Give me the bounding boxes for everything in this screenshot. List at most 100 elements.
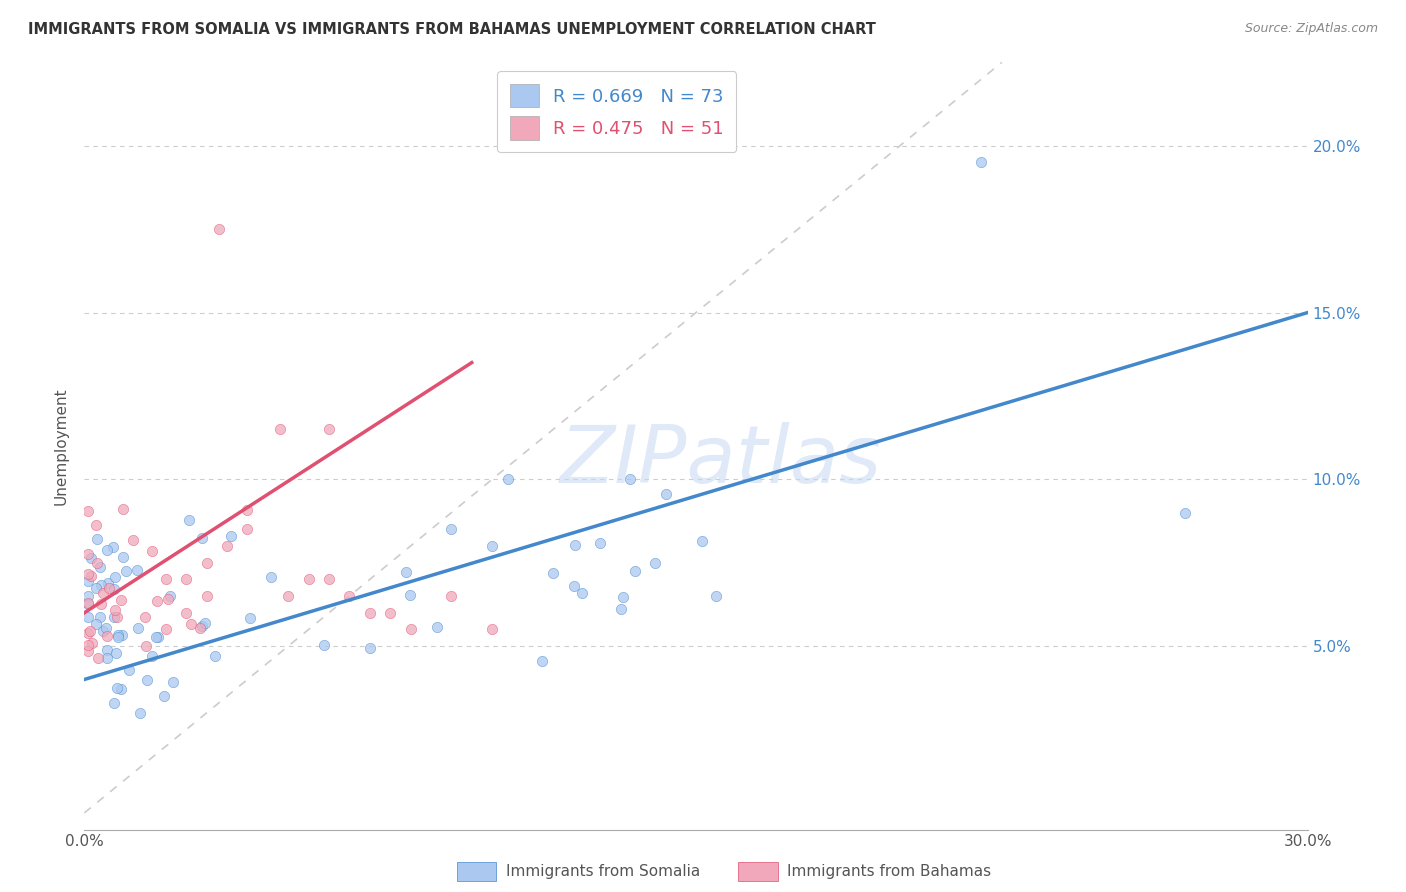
- Point: [84, 616, 107, 631]
- Point: [481, 623, 503, 637]
- Point: [141, 649, 163, 664]
- Point: [359, 606, 381, 620]
- Point: [174, 573, 197, 587]
- Point: [1174, 506, 1197, 520]
- Point: [530, 654, 553, 668]
- Point: [80, 635, 103, 649]
- Point: [96, 629, 118, 643]
- Point: [105, 681, 128, 695]
- Point: [77, 566, 100, 581]
- Point: [180, 617, 202, 632]
- Point: [96, 543, 118, 558]
- Point: [105, 646, 128, 660]
- Point: [562, 579, 585, 593]
- Point: [426, 620, 449, 634]
- Point: [77, 547, 100, 561]
- Point: [162, 675, 184, 690]
- Point: [105, 609, 128, 624]
- Text: Immigrants from Somalia: Immigrants from Somalia: [506, 864, 700, 879]
- Point: [115, 564, 138, 578]
- Point: [155, 623, 177, 637]
- Point: [77, 574, 100, 588]
- Point: [145, 594, 167, 608]
- Point: [191, 531, 214, 545]
- Point: [498, 472, 520, 486]
- Point: [97, 575, 120, 590]
- Point: [111, 628, 134, 642]
- Point: [84, 581, 107, 595]
- Point: [112, 550, 135, 565]
- Point: [612, 590, 634, 604]
- Point: [118, 663, 141, 677]
- Point: [440, 522, 463, 536]
- Point: [623, 564, 645, 578]
- Point: [318, 573, 340, 587]
- Point: [970, 155, 993, 169]
- Point: [690, 534, 713, 549]
- Point: [155, 572, 177, 586]
- Point: [239, 611, 262, 625]
- Point: [219, 529, 242, 543]
- Point: [339, 589, 361, 603]
- Point: [77, 638, 100, 652]
- Point: [87, 650, 110, 665]
- Point: [104, 570, 127, 584]
- Point: [89, 559, 111, 574]
- Point: [188, 621, 211, 635]
- Point: [80, 551, 103, 566]
- Point: [440, 589, 463, 603]
- Point: [94, 621, 117, 635]
- Point: [190, 619, 212, 633]
- Point: [129, 706, 152, 720]
- Point: [77, 590, 100, 604]
- Text: ZIPatlas: ZIPatlas: [560, 422, 882, 500]
- Point: [86, 533, 108, 547]
- Point: [107, 630, 129, 644]
- Point: [127, 621, 149, 635]
- Point: [103, 582, 125, 596]
- Point: [260, 570, 283, 584]
- Point: [103, 610, 125, 624]
- Point: [104, 603, 127, 617]
- Point: [145, 630, 167, 644]
- Point: [98, 581, 121, 595]
- Point: [77, 597, 100, 611]
- Point: [101, 540, 124, 554]
- Point: [77, 644, 100, 658]
- Point: [77, 609, 100, 624]
- Point: [318, 422, 340, 436]
- Point: [90, 578, 112, 592]
- Point: [564, 537, 586, 551]
- Point: [125, 563, 148, 577]
- Point: [103, 696, 125, 710]
- Point: [236, 522, 259, 536]
- Point: [134, 609, 156, 624]
- Point: [136, 673, 159, 687]
- Point: [543, 566, 565, 580]
- Point: [91, 586, 114, 600]
- Point: [157, 592, 180, 607]
- Point: [179, 513, 201, 527]
- Point: [91, 624, 114, 638]
- Point: [77, 504, 100, 518]
- Point: [77, 596, 100, 610]
- Point: [148, 630, 170, 644]
- Text: Immigrants from Bahamas: Immigrants from Bahamas: [787, 864, 991, 879]
- Text: IMMIGRANTS FROM SOMALIA VS IMMIGRANTS FROM BAHAMAS UNEMPLOYMENT CORRELATION CHAR: IMMIGRANTS FROM SOMALIA VS IMMIGRANTS FR…: [28, 22, 876, 37]
- Point: [399, 589, 422, 603]
- Point: [481, 539, 503, 553]
- Point: [159, 590, 181, 604]
- Point: [706, 589, 728, 603]
- Point: [135, 639, 157, 653]
- Point: [141, 543, 163, 558]
- Point: [217, 539, 239, 553]
- Point: [84, 517, 107, 532]
- Point: [96, 642, 118, 657]
- Point: [395, 565, 418, 579]
- Legend: R = 0.669   N = 73, R = 0.475   N = 51: R = 0.669 N = 73, R = 0.475 N = 51: [498, 71, 737, 153]
- Point: [195, 556, 218, 570]
- Point: [589, 536, 612, 550]
- Point: [312, 638, 335, 652]
- Text: Source: ZipAtlas.com: Source: ZipAtlas.com: [1244, 22, 1378, 36]
- Point: [195, 589, 218, 603]
